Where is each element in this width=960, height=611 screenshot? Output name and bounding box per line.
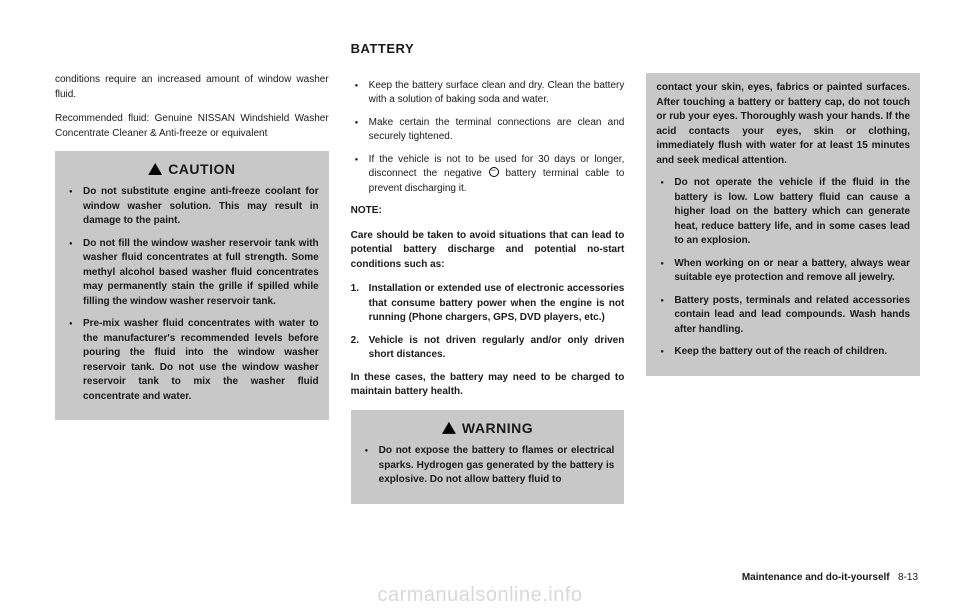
list-item-continued: .col:nth-child(3) .alert-box li:first-ch… — [656, 81, 910, 168]
list-item: If the vehicle is not to be used for 30 … — [351, 153, 625, 197]
watermark: carmanualsonline.info — [377, 584, 582, 607]
paragraph: In these cases, the battery may need to … — [351, 371, 625, 400]
footer-page: 8-13 — [898, 572, 918, 583]
column-2: BATTERY Keep the battery surface clean a… — [351, 40, 625, 520]
list-item: Pre-mix washer fluid concentrates with w… — [65, 317, 319, 404]
warning-box-continued: .col:nth-child(3) .alert-box li:first-ch… — [646, 73, 920, 376]
section-title: BATTERY — [351, 40, 625, 59]
spacer — [646, 40, 920, 73]
page-footer: Maintenance and do-it-yourself 8-13 — [742, 572, 918, 583]
list-item: Do not operate the vehicle if the fluid … — [656, 176, 910, 249]
list-item: Installation or extended use of electro­… — [351, 282, 625, 326]
warning-header: WARNING — [361, 418, 615, 438]
page-content: conditions require an increased amount o… — [0, 0, 960, 540]
column-1: conditions require an increased amount o… — [55, 40, 329, 520]
note-text: Care should be taken to avoid situations… — [351, 229, 625, 273]
warning-list-continued: .col:nth-child(3) .alert-box li:first-ch… — [656, 81, 910, 360]
caution-list: Do not substitute engine anti-freeze coo… — [65, 185, 319, 404]
list-item: Keep the battery out of the reach of chi… — [656, 345, 910, 360]
paragraph: conditions require an increased amount o… — [55, 73, 329, 102]
note-label: NOTE: — [351, 204, 625, 219]
list-item: When working on or near a battery, alway… — [656, 257, 910, 286]
list-item: Do not expose the battery to flames or e… — [361, 444, 615, 488]
footer-section: Maintenance and do-it-yourself — [742, 572, 890, 583]
list-item: Keep the battery surface clean and dry. … — [351, 79, 625, 108]
spacer — [55, 40, 329, 73]
bullet-list: Keep the battery surface clean and dry. … — [351, 79, 625, 197]
warning-box: WARNING Do not expose the battery to fla… — [351, 410, 625, 504]
column-3: .col:nth-child(3) .alert-box li:first-ch… — [646, 40, 920, 520]
warning-list: Do not expose the battery to flames or e… — [361, 444, 615, 488]
list-item: Battery posts, terminals and related acc… — [656, 294, 910, 338]
list-item: Do not substitute engine anti-freeze coo… — [65, 185, 319, 229]
negative-icon — [489, 167, 499, 177]
caution-header: CAUTION — [65, 159, 319, 179]
numbered-list: Installation or extended use of electro­… — [351, 282, 625, 363]
caution-box: CAUTION Do not substitute engine anti-fr… — [55, 151, 329, 420]
list-item: Do not fill the window washer reservoir … — [65, 237, 319, 310]
list-item: Make certain the terminal connections ar… — [351, 116, 625, 145]
paragraph: Recommended fluid: Genuine NISSAN Wind­s… — [55, 112, 329, 141]
list-item: Vehicle is not driven regularly and/or o… — [351, 334, 625, 363]
